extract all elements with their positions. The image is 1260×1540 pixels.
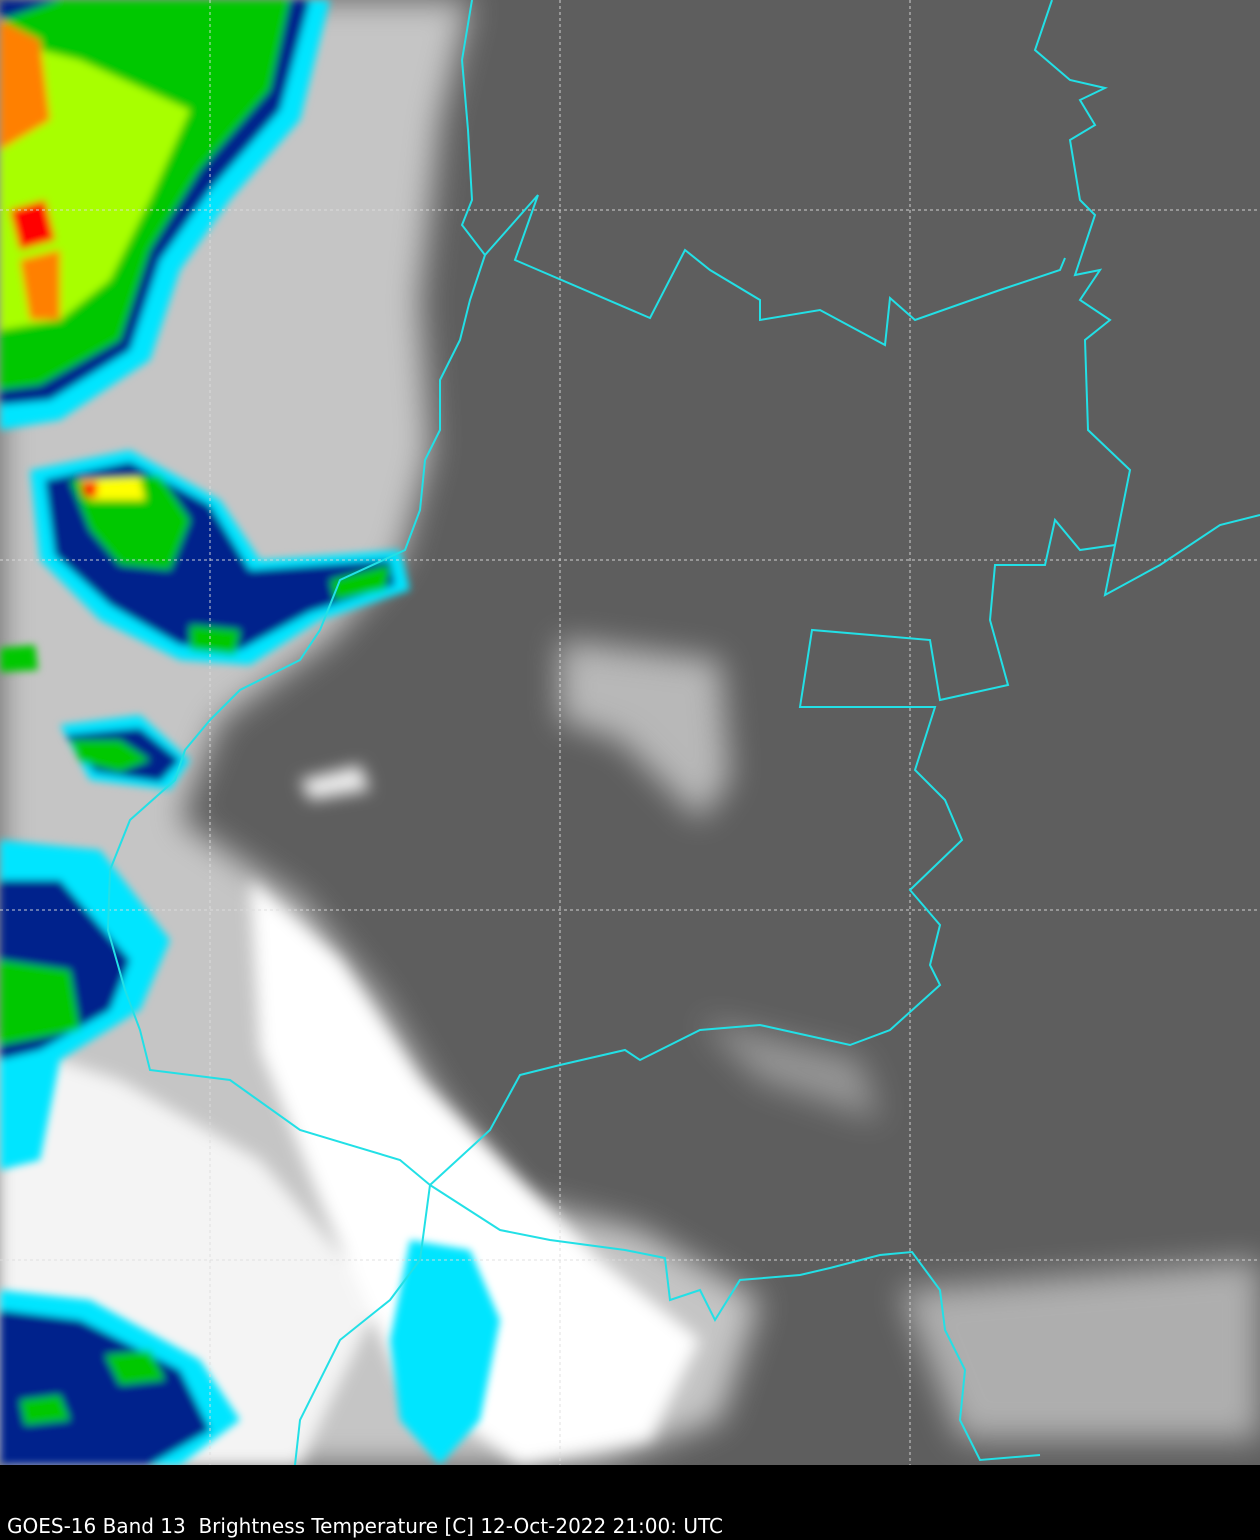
border-line (1033, 0, 1260, 597)
border-line (429, 1184, 1041, 1462)
storm-cells (0, 0, 500, 1465)
border-line (106, 0, 487, 1465)
satellite-image (0, 0, 1260, 1465)
figure-caption: GOES-16 Band 13 Brightness Temperature [… (7, 1514, 723, 1538)
border-line (429, 517, 1116, 1186)
political-borders (106, 0, 1260, 1465)
border-line (484, 194, 1066, 347)
graticule (0, 0, 1260, 1465)
